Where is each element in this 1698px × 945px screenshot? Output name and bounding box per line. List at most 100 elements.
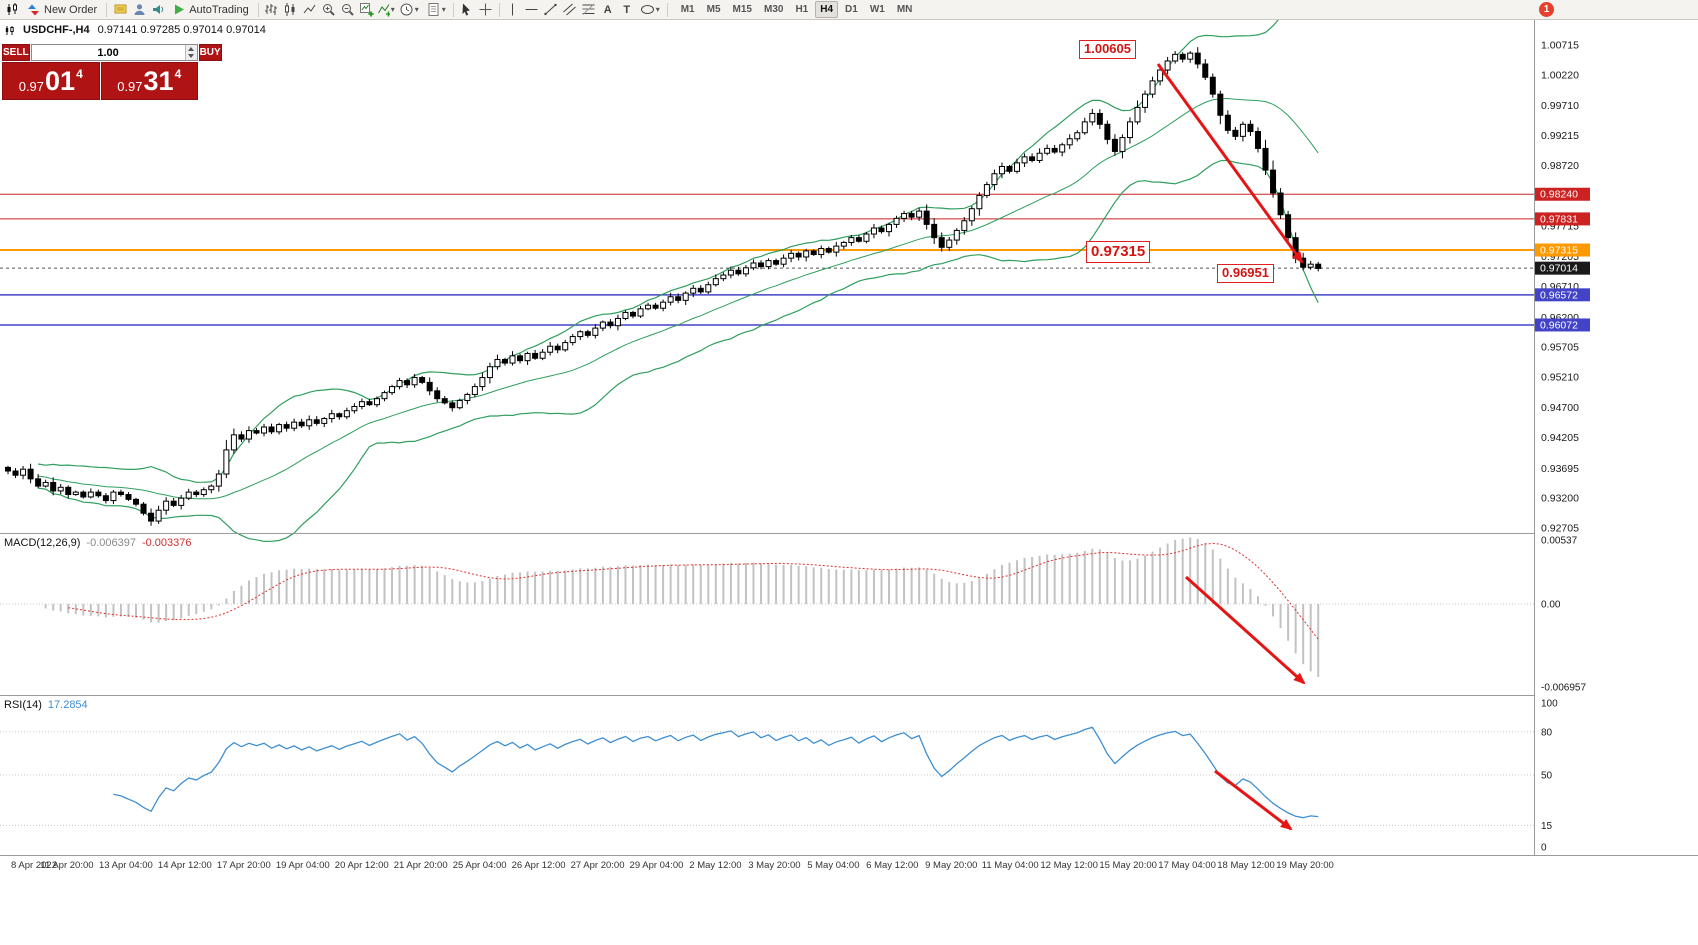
time-axis-label: 13 Apr 04:00 [99,860,153,871]
timeframe-m5[interactable]: M5 [706,4,721,15]
trend-arrow[interactable] [1214,769,1293,831]
time-axis-label: 3 May 20:00 [748,860,800,871]
price-tag [1535,288,1590,302]
timeframe-h1[interactable]: H1 [795,4,809,15]
label-button[interactable]: T [618,1,636,18]
buy-button[interactable]: BUY [198,44,222,61]
rsi-axis-label: 15 [1541,821,1553,832]
time-axis-label: 5 May 04:00 [807,860,859,871]
bollinger-middle-band [38,97,1319,500]
volume-down-button[interactable] [185,52,197,60]
price-axis[interactable] [1535,20,1698,855]
zoom-out-button[interactable] [339,1,357,18]
arrow-up-icon [188,46,195,51]
fibonacci-button[interactable] [580,1,598,18]
timeframe-d1[interactable]: D1 [845,4,858,15]
new-order-button[interactable]: New Order [22,1,102,18]
crosshair-button[interactable] [477,1,495,18]
text-a-icon: A [603,3,612,16]
separator [257,2,259,17]
headset-button[interactable] [149,1,167,18]
time-axis-label: 8 Apr 2022 [11,860,57,871]
trend-arrow[interactable] [1156,63,1304,264]
clock-icon [400,3,413,16]
timeframe-m30[interactable]: M30 [763,4,784,15]
sell-price-pips: 01 [45,65,76,96]
horizontal-line-button[interactable] [523,1,541,18]
vertical-line-button[interactable] [504,1,522,18]
time-axis-label: 27 Apr 20:00 [571,860,625,871]
timeframe-m1[interactable]: M1 [680,4,695,15]
channel-button[interactable] [561,1,579,18]
one-click-trading-panel: SELL BUY 0.97 01 4 0.97 31 4 [2,44,222,100]
buy-price-box[interactable]: 0.97 31 4 [100,62,198,100]
time-axis-label: 29 Apr 04:00 [630,860,684,871]
volume-input[interactable] [31,45,185,60]
bar-chart-button[interactable] [263,1,281,18]
ohlc-values: 0.97141 0.97285 0.97014 0.97014 [97,24,266,36]
sell-button[interactable]: SELL [2,44,30,61]
price-tag [1535,212,1590,226]
macd-name: MACD(12,26,9) [4,537,81,549]
macd-value: -0.006397 [86,537,136,549]
periods-button[interactable]: ▾ [396,1,422,18]
timeframe-m15[interactable]: M15 [732,4,752,15]
macd-signal-line [68,542,1319,640]
time-axis-label: 11 Apr 20:00 [40,860,93,871]
macd-axis-label: 0.00537 [1541,536,1578,547]
time-axis-label: 17 May 04:00 [1158,860,1216,871]
price-axis-label: 0.94700 [1541,402,1579,414]
sell-price-base: 0.97 [18,79,45,94]
zoom-out-icon [342,4,354,16]
indicators-button[interactable]: ▾ [377,1,395,18]
bar-chart-icon [265,4,278,15]
trendline-button[interactable] [542,1,560,18]
price-callout[interactable]: 0.97315 [1086,241,1151,263]
chevron-down-icon: ▾ [655,5,660,14]
trendline-icon [544,3,557,16]
text-t-icon: T [623,3,631,16]
price-callout[interactable]: 1.00605 [1079,40,1136,59]
chart-plot-area[interactable] [0,20,1534,855]
autotrading-label: AutoTrading [189,3,249,16]
shapes-button[interactable]: ▾ [637,1,663,18]
notification-badge[interactable]: 1 [1539,2,1554,17]
volume-up-button[interactable] [185,45,197,53]
time-axis-label: 15 May 20:00 [1099,860,1157,871]
price-axis-label: 0.99215 [1541,130,1579,142]
template-icon [428,3,439,16]
timeframe-mn[interactable]: MN [896,4,913,15]
time-axis-label: 25 Apr 04:00 [453,860,507,871]
stack-button[interactable] [111,1,129,18]
trend-arrow[interactable] [1184,575,1306,685]
price-axis-label: 1.00715 [1541,40,1579,52]
person-button[interactable] [130,1,148,18]
price-tag-label: 0.96572 [1540,289,1578,301]
chevron-down-icon: ▾ [441,5,446,14]
text-button[interactable]: A [599,1,617,18]
rsi-axis-label: 80 [1541,727,1553,738]
zoom-in-button[interactable] [320,1,338,18]
new-chart-button[interactable] [358,1,376,18]
crosshair-icon [479,3,492,16]
chart-window-icon [5,25,14,35]
line-chart-button[interactable] [301,1,319,18]
price-axis-label: 0.93200 [1541,493,1579,505]
volume-box [30,44,198,61]
buy-price-base: 0.97 [117,79,143,94]
sell-price-box[interactable]: 0.97 01 4 [2,62,100,100]
cursor-button[interactable] [458,1,476,18]
time-axis-label: 2 May 12:00 [689,860,741,871]
candle-chart-icon [285,3,295,16]
timeframe-w1[interactable]: W1 [869,4,885,15]
time-axis-label: 6 May 12:00 [866,860,918,871]
rsi-name: RSI(14) [4,699,42,711]
autotrading-button[interactable]: AutoTrading [168,1,254,18]
toolbar: New Order AutoTrading ▾ ▾ ▾ A T ▾ M1 M5 M1… [0,0,1698,20]
timeframe-h4[interactable]: H4 [815,1,839,18]
price-axis-label: 0.98720 [1541,160,1579,172]
candle-chart-button[interactable] [282,1,300,18]
price-callout[interactable]: 0.96951 [1217,264,1274,283]
templates-button[interactable]: ▾ [423,1,449,18]
